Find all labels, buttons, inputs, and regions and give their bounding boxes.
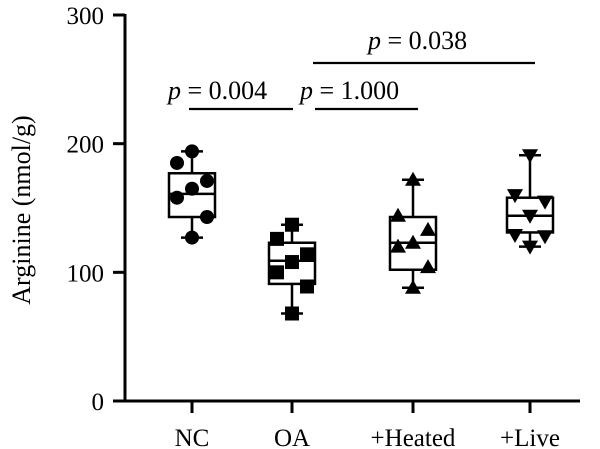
data-point-circle [170,155,184,170]
x-category-label: +Live [500,425,560,449]
box-group [505,149,555,255]
y-axis-label: Arginine (nmol/g) [7,115,36,304]
box-group [388,171,438,294]
data-point-triangle-down [522,209,538,224]
box-group [167,144,217,245]
p-symbol: p [298,76,313,105]
iqr-box [267,241,317,286]
data-point-square [285,255,299,270]
p-value: = 1.000 [313,76,399,105]
data-point-circle [170,190,184,205]
data-point-square [300,247,314,262]
p-value-label: p = 0.038 [366,26,467,55]
box-group [267,217,317,321]
p-value-label: p = 1.000 [298,76,399,105]
data-point-circle [200,210,214,225]
data-point-triangle-up [390,238,406,253]
y-tick-label: 100 [67,260,105,287]
p-value-label: p = 0.004 [166,76,267,105]
data-point-triangle-down [537,195,553,210]
p-value: = 0.004 [181,76,267,105]
x-category-label: NC [175,425,210,449]
data-point-triangle-down [522,149,538,164]
data-point-square [270,265,284,280]
p-symbol: p [166,76,181,105]
data-point-circle [200,173,214,188]
data-point-triangle-down [507,229,523,244]
x-category-label: OA [274,425,310,449]
data-point-square [300,279,314,294]
data-point-triangle-up [420,259,436,274]
x-category-label: +Heated [371,425,456,449]
y-tick-label: 200 [67,132,105,159]
data-point-square [285,306,299,321]
data-point-triangle-down [522,240,538,255]
data-point-circle [185,230,199,245]
data-point-triangle-up [405,234,421,249]
p-symbol: p [366,26,381,55]
p-value: = 0.038 [381,26,467,55]
data-point-triangle-down [507,189,523,204]
y-tick-label: 300 [67,3,105,30]
data-point-square [270,231,284,246]
data-point-triangle-down [537,230,553,245]
data-point-triangle-up [405,279,421,294]
data-point-circle [185,144,199,159]
data-point-triangle-up [390,207,406,222]
iqr-box [167,172,217,219]
data-point-triangle-up [420,221,436,236]
data-point-circle [185,181,199,196]
y-tick-label: 0 [92,389,105,416]
data-point-square [285,217,299,232]
data-point-triangle-up [405,171,421,186]
